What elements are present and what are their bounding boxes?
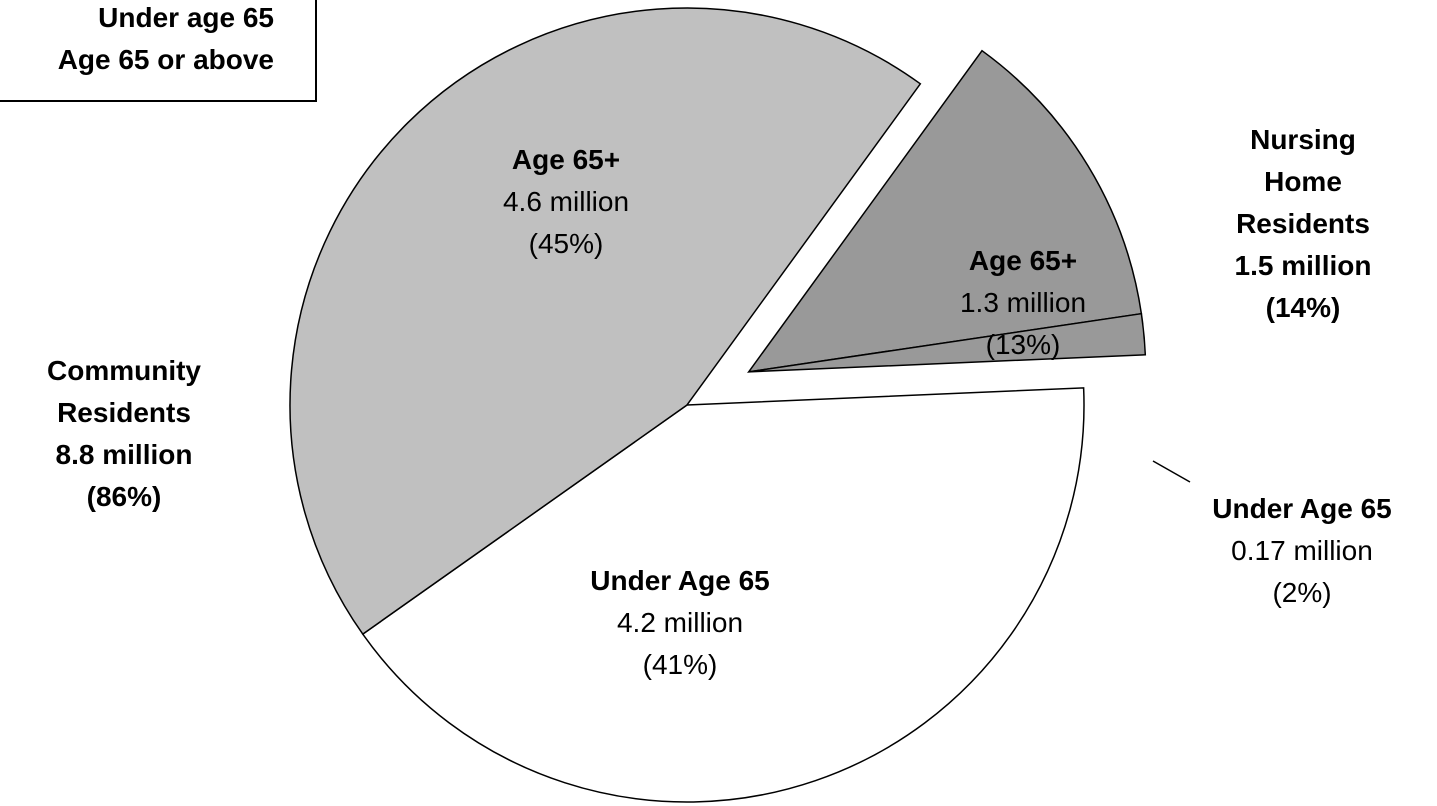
slice-label-nursing-under65: Under Age 65 0.17 million (2%) [1167,488,1437,614]
legend: Under age 65 Age 65 or above [0,0,317,102]
community-residents-label: Community Residents 8.8 million (86%) [0,350,248,518]
community-percent: (86%) [86,481,162,512]
slice-nursing-under65-value: 0.17 million [1231,535,1373,566]
nursing-total: 1.5 million [1234,250,1372,281]
slice-nursing-65plus-title: Age 65+ [968,245,1078,276]
nursing-home-residents-label: Nursing Home Residents 1.5 million (14%) [1183,119,1423,329]
community-total: 8.8 million [55,439,193,470]
community-name-line1: Community [47,355,201,386]
community-name-line2: Residents [57,397,191,428]
slice-community-65plus-percent: (45%) [528,228,604,259]
slice-label-community-under65: Under Age 65 4.2 million (41%) [520,560,840,686]
nursing-percent: (14%) [1265,292,1341,323]
slice-label-community-65plus: Age 65+ 4.6 million (45%) [441,139,691,265]
nursing-name-line1: Nursing [1250,124,1356,155]
slice-nursing-under65-percent: (2%) [1272,577,1332,608]
leader-line-under-65-nursing [1152,460,1191,483]
slice-community-65plus-title: Age 65+ [511,144,621,175]
slice-nursing-65plus-value: 1.3 million [959,287,1087,318]
slice-community-65plus-value: 4.6 million [502,186,630,217]
legend-item-65-or-above: Age 65 or above [57,44,274,75]
legend-item-under-65: Under age 65 [98,2,274,33]
slice-nursing-65plus [747,49,1143,373]
slice-nursing-under65-title: Under Age 65 [1212,493,1392,524]
slice-community-under65-title: Under Age 65 [590,565,770,596]
nursing-name-line2: Home [1264,166,1342,197]
slice-community-under65-percent: (41%) [642,649,718,680]
slice-community-65plus [289,7,922,636]
slice-community-under65 [361,387,1085,803]
slice-community-under65-value: 4.2 million [616,607,744,638]
slice-nursing-65plus-percent: (13%) [985,329,1061,360]
slice-label-nursing-65plus: Age 65+ 1.3 million (13%) [898,240,1148,366]
nursing-name-line3: Residents [1236,208,1370,239]
slice-nursing-under65 [748,312,1147,373]
